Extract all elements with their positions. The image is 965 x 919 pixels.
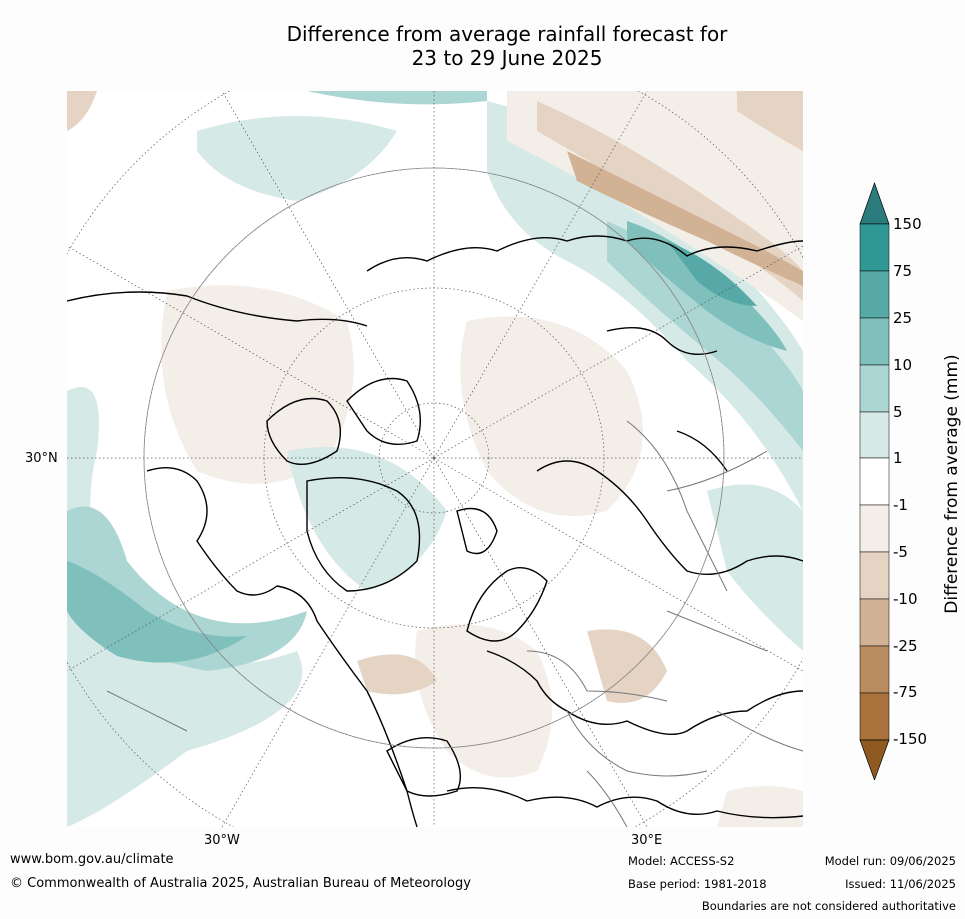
colorbar-label: Difference from average (mm) xyxy=(942,354,962,614)
map-title: Difference from average rainfall forecas… xyxy=(67,22,947,70)
colorbar-bin-5-10 xyxy=(859,364,890,413)
colorbar xyxy=(859,181,890,780)
map-canvas xyxy=(67,91,803,827)
colorbar-tick-m150: -150 xyxy=(893,730,928,748)
website-link[interactable]: www.bom.gov.au/climate xyxy=(10,852,174,867)
colorbar-tick-m5: -5 xyxy=(893,543,908,561)
colorbar-tick-m75: -75 xyxy=(893,683,918,701)
colorbar-bin-m75-m150 xyxy=(859,692,890,741)
lat-label-30n: 30°N xyxy=(25,451,58,466)
disclaimer-text: Boundaries are not considered authoritat… xyxy=(701,899,956,913)
colorbar-tick-m10: -10 xyxy=(893,590,918,608)
colorbar-tick-m25: -25 xyxy=(893,637,918,655)
colorbar-over-arrow xyxy=(859,181,890,225)
country-borders xyxy=(106,167,803,827)
model-text: Model: ACCESS-S2 xyxy=(628,854,735,868)
colorbar-tick-5: 5 xyxy=(893,403,903,421)
base-period-text: Base period: 1981-2018 xyxy=(628,877,767,891)
colorbar-tick-150: 150 xyxy=(893,215,922,233)
colorbar-bin-m10-m25 xyxy=(859,598,890,647)
issued-text: Issued: 11/06/2025 xyxy=(845,877,956,891)
colorbar-tick-m1: -1 xyxy=(893,496,908,514)
copyright-text: © Commonwealth of Australia 2025, Austra… xyxy=(10,876,471,891)
colorbar-tick-10: 10 xyxy=(893,356,913,374)
colorbar-tick-1: 1 xyxy=(893,449,903,467)
colorbar-tick-75: 75 xyxy=(893,262,913,280)
colorbar-under-arrow xyxy=(859,739,890,780)
colorbar-bin-m1-m5 xyxy=(859,504,890,553)
coastlines xyxy=(67,235,803,827)
title-line-1: Difference from average rainfall forecas… xyxy=(286,22,728,46)
lon-label-30e: 30°E xyxy=(631,833,663,848)
graticule xyxy=(67,91,803,827)
colorbar-bin-neutral xyxy=(859,457,890,506)
title-line-2: 23 to 29 June 2025 xyxy=(411,46,603,70)
colorbar-bin-m25-m75 xyxy=(859,645,890,694)
rainfall-anomaly-fill xyxy=(67,91,803,827)
colorbar-bin-75-150 xyxy=(859,223,890,272)
colorbar-bin-10-25 xyxy=(859,317,890,366)
colorbar-bin-1-5 xyxy=(859,411,890,459)
colorbar-bin-m5-m10 xyxy=(859,551,890,600)
colorbar-tick-25: 25 xyxy=(893,309,913,327)
colorbar-bin-25-75 xyxy=(859,270,890,319)
lon-label-30w: 30°W xyxy=(204,833,240,848)
model-run-text: Model run: 09/06/2025 xyxy=(824,854,956,868)
forecast-map xyxy=(67,91,803,827)
